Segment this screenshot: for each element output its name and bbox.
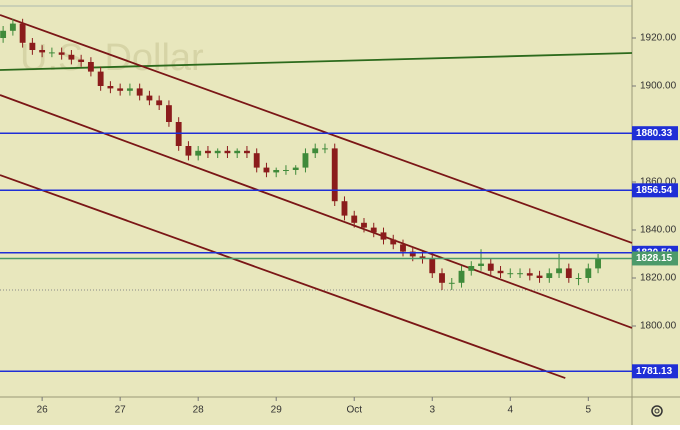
candle-body: [87, 61, 94, 72]
candle-body: [487, 263, 494, 271]
candle-body: [19, 23, 26, 43]
candle-body: [361, 222, 367, 228]
x-tick-label: 3: [429, 405, 435, 416]
candle-body: [468, 266, 475, 271]
candle-body: [497, 270, 504, 274]
level-badge: [632, 251, 678, 266]
candle-body: [439, 273, 445, 283]
candle-body: [448, 282, 455, 284]
candle-body: [331, 148, 338, 202]
candle-body: [507, 273, 514, 275]
candle-body: [312, 148, 319, 154]
candle-body: [429, 258, 436, 274]
candle-body: [585, 268, 592, 279]
y-tick-label: 1820.00: [640, 273, 677, 284]
settings-icon[interactable]: [651, 405, 663, 417]
level-label: 1781.13: [636, 366, 673, 377]
candle-body: [234, 150, 241, 154]
candle-body: [273, 169, 280, 173]
candle-body: [253, 153, 260, 168]
level-label: 1880.33: [636, 128, 673, 139]
x-tick-label: 4: [508, 405, 514, 416]
candle-body: [595, 258, 601, 269]
candle-body: [146, 95, 153, 101]
level-badge: [632, 126, 678, 141]
candle-body: [29, 42, 36, 50]
candle-body: [478, 263, 484, 267]
candle-body: [526, 273, 533, 276]
candle-body: [458, 270, 465, 283]
trend-line: [0, 14, 633, 244]
y-tick-label: 1860.00: [640, 177, 677, 188]
candle-body: [97, 71, 104, 86]
level-badge: [632, 364, 678, 379]
x-tick-label: 28: [193, 405, 205, 416]
candle-body: [224, 150, 231, 154]
candle-body: [302, 153, 309, 168]
y-tick-label: 1800.00: [640, 321, 677, 332]
candle-body: [205, 150, 211, 154]
candle-body: [107, 85, 114, 89]
candle-body: [48, 52, 55, 54]
candle-body: [380, 232, 387, 240]
candle-body: [117, 88, 124, 91]
candle-body: [263, 167, 270, 173]
x-tick-label: 29: [271, 405, 283, 416]
candle-body: [546, 273, 553, 279]
candle-body: [0, 30, 7, 38]
level-label: 1828.15: [636, 253, 673, 264]
candle-body: [185, 145, 192, 156]
candle-body: [390, 239, 397, 245]
candle-body: [156, 100, 163, 106]
candle-body: [39, 49, 46, 53]
candle-body: [175, 121, 182, 146]
candle-body: [517, 273, 523, 275]
candle-body: [556, 268, 562, 274]
watermark: U.S. Dollar: [20, 37, 204, 79]
candle-body: [565, 268, 572, 279]
candle-body: [9, 23, 16, 31]
level-label: 1856.54: [636, 185, 673, 196]
candle-body: [195, 150, 202, 156]
candle-body: [78, 59, 85, 62]
trend-line: [0, 174, 566, 379]
candle-body: [244, 150, 250, 154]
candle-body: [126, 88, 133, 91]
candle-body: [341, 201, 348, 216]
trend-line: [0, 52, 633, 71]
candle-body: [165, 105, 172, 122]
x-tick-label: 27: [115, 405, 127, 416]
x-tick-label: 5: [586, 405, 592, 416]
x-tick-label: 26: [37, 405, 49, 416]
candle-body: [370, 227, 377, 233]
candle-body: [322, 148, 328, 150]
candle-body: [575, 278, 582, 280]
y-tick-label: 1900.00: [640, 81, 677, 92]
candle-body: [292, 167, 299, 170]
candle-body: [351, 215, 358, 223]
candle-body: [536, 275, 543, 279]
candle-body: [136, 88, 143, 96]
candle-body: [409, 251, 416, 257]
candle-body: [58, 52, 65, 55]
y-tick-label: 1920.00: [640, 33, 677, 44]
candle-body: [68, 54, 75, 60]
level-badge: [632, 183, 678, 198]
candle-body: [283, 169, 289, 171]
candle-body: [400, 244, 406, 252]
y-tick-label: 1840.00: [640, 225, 677, 236]
candle-body: [214, 150, 221, 154]
candle-body: [419, 256, 426, 259]
x-tick-label: Oct: [346, 405, 362, 416]
